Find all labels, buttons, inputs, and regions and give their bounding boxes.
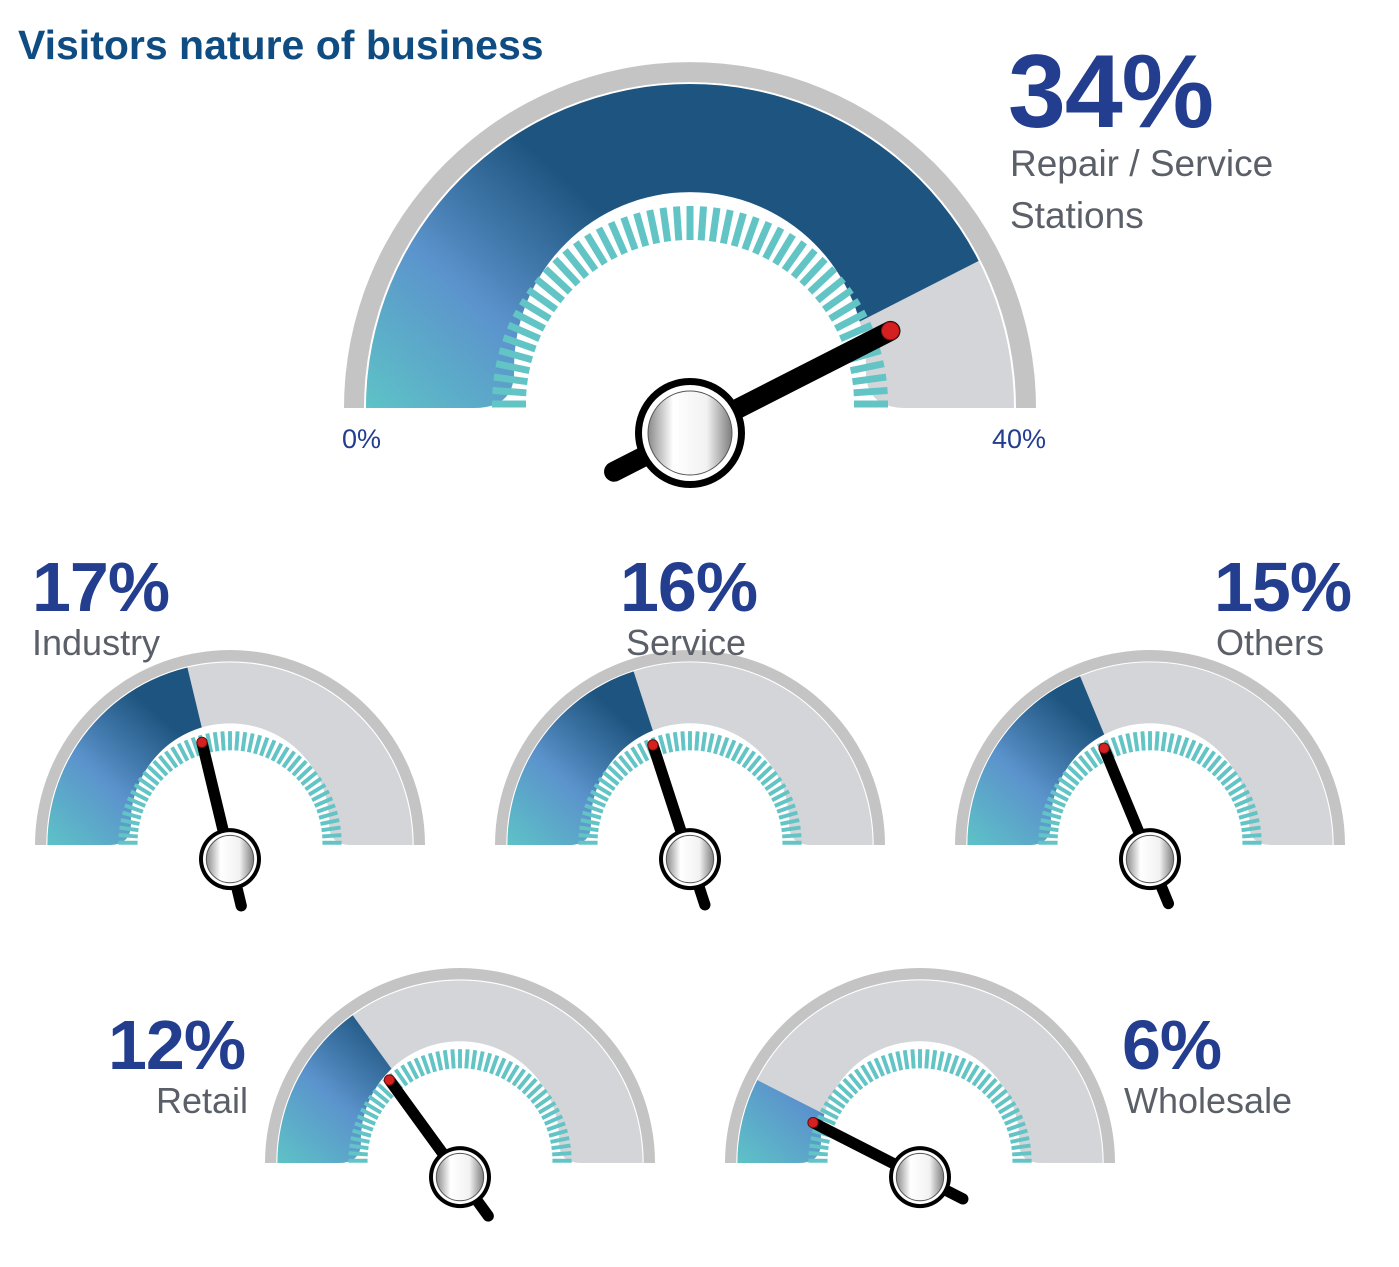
gauge-industry: [35, 650, 425, 912]
gauge-needle-tip: [383, 1074, 396, 1086]
gauge-ticks: [578, 731, 802, 845]
axis-max-label: 40%: [992, 424, 1047, 454]
gauge-track: [277, 980, 643, 1163]
gauge-value-retail: 12%: [108, 1006, 246, 1084]
gauge-track: [737, 980, 1103, 1163]
chart-title: Visitors nature of business: [18, 22, 544, 68]
gauge-ticks: [1038, 731, 1262, 845]
gauge-value-band: [47, 662, 230, 845]
gauge-repair: [344, 62, 1036, 488]
gauge-needle-tip: [196, 736, 208, 748]
gauge-ticks: [118, 731, 342, 845]
gauge-value-band: [366, 84, 1008, 408]
gauge-value-industry: 17%: [32, 548, 170, 626]
gauge-label-wholesale: Wholesale: [1124, 1080, 1293, 1121]
gauge-value-others: 15%: [1214, 548, 1352, 626]
gauge-value-repair: 34%: [1008, 34, 1214, 150]
gauge-ticks: [492, 206, 888, 408]
gauge-value-band: [967, 662, 1150, 845]
gauge-retail: [265, 968, 655, 1222]
gauge-label-industry: Industry: [32, 622, 161, 663]
gauge-needle-tip: [1098, 742, 1110, 754]
gauge-needle-tip: [647, 739, 659, 751]
gauge-label-retail: Retail: [156, 1080, 249, 1121]
gauge-label-service: Service: [626, 622, 747, 663]
gauge-label-others: Others: [1216, 622, 1325, 663]
gauge-others: [955, 650, 1345, 910]
gauge-needle-tip: [807, 1117, 819, 1129]
gauge-value-wholesale: 6%: [1122, 1006, 1222, 1084]
gauge-value-service: 16%: [620, 548, 758, 626]
gauge-ticks: [808, 1049, 1032, 1163]
gauge-value-band: [507, 662, 690, 845]
gauge-wholesale: [725, 968, 1115, 1209]
gauge-needle-tip: [880, 321, 900, 341]
axis-min-label: 0%: [342, 424, 382, 454]
gauge-service: [495, 650, 885, 911]
gauge-label-repair: Repair / Service Stations: [1010, 143, 1274, 236]
